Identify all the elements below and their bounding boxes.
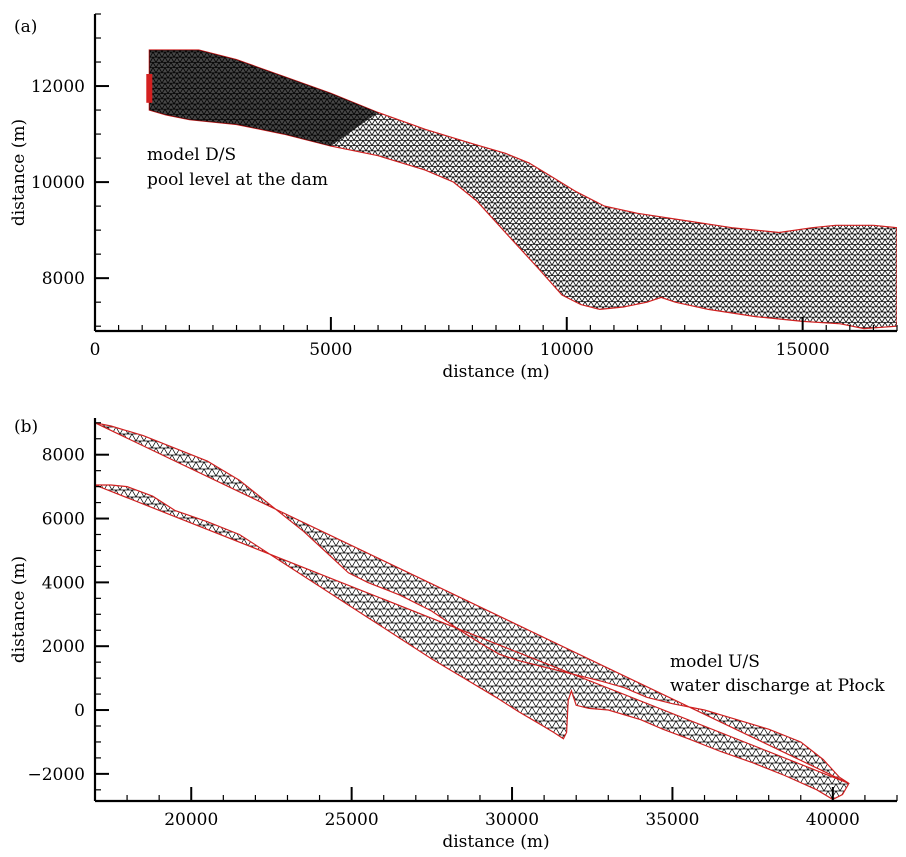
panel-label-b: (b)	[14, 417, 38, 437]
y-tick-label: 10000	[31, 173, 85, 193]
y-tick-label: 6000	[42, 510, 85, 530]
x-tick-label: 10000	[540, 340, 594, 360]
annotation-line-2: water discharge at Płock	[670, 676, 885, 696]
x-tick-label: 25000	[325, 810, 379, 830]
x-axis-title: distance (m)	[442, 832, 549, 852]
x-tick-label: 20000	[164, 810, 218, 830]
y-tick-label: 4000	[42, 573, 85, 593]
panel-b: (b) 20000 25000 30000 35000 40000 −2000 0 2000 4…	[9, 417, 898, 852]
x-tick-label: 40000	[806, 810, 860, 830]
annotation-line-1: model U/S	[670, 652, 760, 672]
panel-label-a: (a)	[14, 17, 37, 37]
y-axis-title: distance (m)	[9, 119, 29, 226]
y-tick-label: 8000	[42, 269, 85, 289]
pool-level-boundary-marker	[146, 74, 153, 103]
annotation-line-1: model D/S	[147, 145, 236, 165]
x-tick-label: 35000	[645, 810, 699, 830]
y-tick-label: 8000	[42, 446, 85, 466]
annotation-line-2: pool level at the dam	[147, 170, 328, 190]
x-tick-label: 15000	[776, 340, 830, 360]
y-tick-label: 2000	[42, 637, 85, 657]
x-axis-title: distance (m)	[442, 362, 549, 382]
y-tick-label: 12000	[31, 77, 85, 97]
mesh-boundary-outline	[148, 49, 897, 330]
y-tick-label: 0	[74, 701, 85, 721]
x-tick-label: 0	[90, 340, 101, 360]
mesh-boundary-outline	[95, 422, 850, 801]
mesh-domain	[95, 422, 849, 800]
y-tick-label: −2000	[27, 765, 85, 785]
x-tick-label: 5000	[309, 340, 352, 360]
panel-a: (a) 0 5000 10000 15000 8000 10000 12000 model …	[9, 13, 898, 382]
y-axis-title: distance (m)	[9, 556, 29, 663]
dense-mesh-region	[149, 50, 379, 147]
x-tick-label: 30000	[485, 810, 539, 830]
